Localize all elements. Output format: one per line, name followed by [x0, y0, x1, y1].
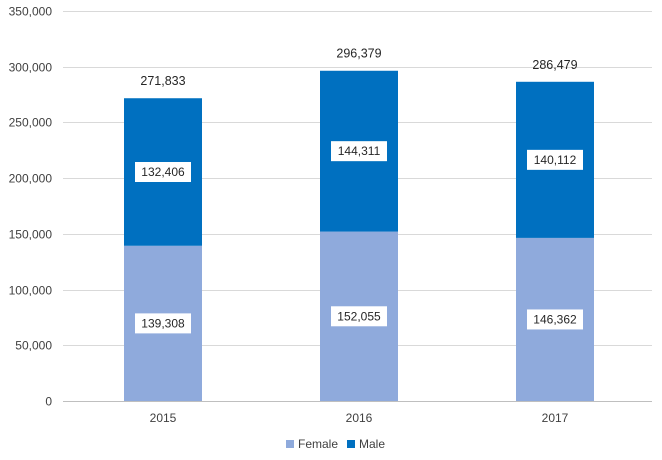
- total-label-2016: 296,379: [336, 47, 381, 61]
- data-label-box: [527, 309, 583, 330]
- bars: [124, 70, 594, 401]
- y-tick-label: 200,000: [9, 172, 53, 186]
- legend-swatch-female: [286, 440, 294, 448]
- y-tick-label: 100,000: [9, 284, 53, 298]
- data-label-box: [527, 149, 583, 170]
- data-label-male-2015: 132,406: [141, 165, 185, 179]
- legend: Female Male: [286, 437, 385, 451]
- y-tick-label: 300,000: [9, 61, 53, 75]
- data-labels: 139,308 132,406 271,833 152,055 144,311 296,3…: [135, 47, 583, 334]
- data-label-female-2015: 139,308: [141, 316, 185, 330]
- x-tick-label: 2017: [542, 411, 569, 425]
- legend-swatch-male: [347, 440, 355, 448]
- y-tick-label: 150,000: [9, 228, 53, 242]
- total-label-2017: 286,479: [532, 58, 577, 72]
- y-tick-label: 50,000: [15, 339, 52, 353]
- y-tick-label: 350,000: [9, 5, 53, 19]
- data-label-box: [135, 313, 191, 334]
- data-label-male-2016: 144,311: [338, 144, 381, 158]
- legend-label-male: Male: [359, 437, 385, 451]
- data-label-box: [331, 141, 387, 162]
- total-label-2015: 271,833: [140, 74, 185, 88]
- x-tick-label: 2015: [150, 411, 177, 425]
- data-label-box: [135, 162, 191, 183]
- legend-label-female: Female: [298, 437, 338, 451]
- x-tick-label: 2016: [346, 411, 373, 425]
- data-label-male-2017: 140,112: [534, 153, 577, 167]
- x-axis-tick-labels: 2015 2016 2017: [150, 411, 569, 425]
- data-label-box: [331, 306, 387, 327]
- y-tick-label: 250,000: [9, 116, 53, 130]
- data-label-female-2017: 146,362: [533, 312, 577, 326]
- y-tick-label: 0: [45, 395, 52, 409]
- data-label-female-2016: 152,055: [337, 309, 381, 323]
- y-axis-tick-labels: 0 50,000 100,000 150,000 200,000 250,000 300,0…: [9, 5, 53, 409]
